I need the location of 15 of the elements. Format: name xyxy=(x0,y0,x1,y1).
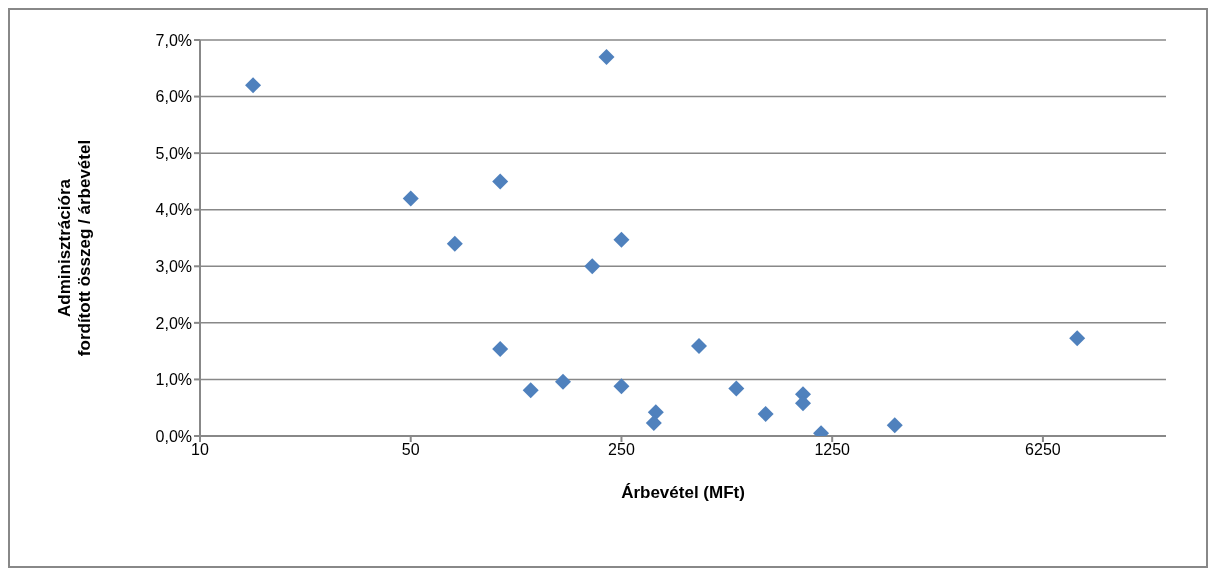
y-tick-label: 7,0% xyxy=(155,31,192,49)
y-tick-label: 3,0% xyxy=(155,257,192,275)
y-tick-label: 5,0% xyxy=(155,144,192,162)
y-tick-label: 4,0% xyxy=(155,201,192,219)
x-tick-label: 50 xyxy=(401,441,420,459)
y-axis-title: Adminisztrációra fordított összeg / árbevétel xyxy=(55,139,94,357)
x-tick-label: 10 xyxy=(191,441,209,459)
y-tick-label: 2,0% xyxy=(155,314,192,332)
y-tick-label: 1,0% xyxy=(155,371,192,389)
y-tick-label: 0,0% xyxy=(155,427,192,445)
x-tick-label: 6250 xyxy=(1025,441,1061,459)
y-tick-label: 6,0% xyxy=(155,88,192,106)
x-tick-label: 250 xyxy=(608,441,635,459)
x-axis-title: Árbevétel (MFt) xyxy=(621,483,745,502)
x-tick-label: 1250 xyxy=(814,441,851,459)
